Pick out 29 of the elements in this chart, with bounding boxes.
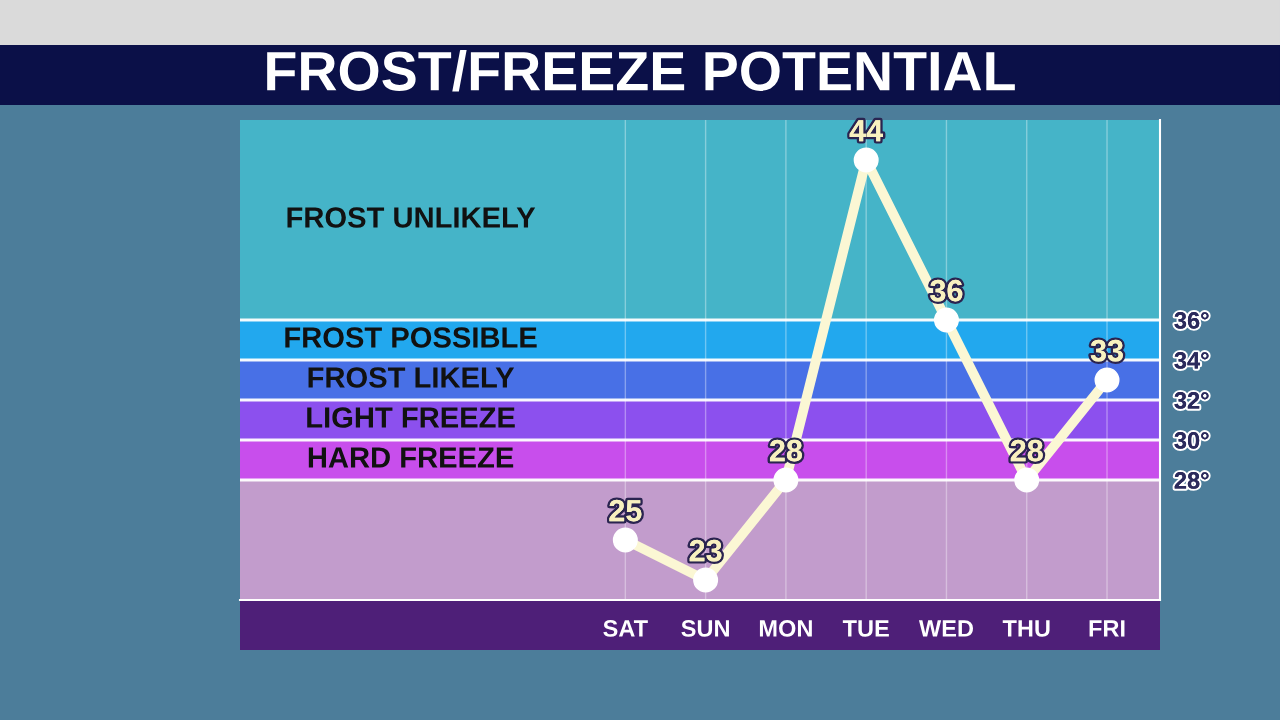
x-tick-label: SUN (681, 620, 729, 637)
x-tick-label: MON (759, 620, 812, 637)
x-tick-label: TUE (842, 620, 889, 637)
data-label: 25 (609, 499, 642, 522)
point (853, 147, 879, 173)
x-tick-label: WED (918, 620, 974, 637)
y-tick-label: 32° (1174, 392, 1209, 409)
band-label: FROST LIKELY (308, 367, 515, 388)
y-tick-label: 30° (1174, 432, 1209, 449)
x-tick-label: FRI (1089, 620, 1125, 637)
chart-title: FROST/FREEZE POTENTIAL (267, 50, 1015, 92)
data-label: 44 (849, 120, 884, 142)
point (773, 467, 799, 493)
y-tick-label: 34° (1174, 352, 1209, 369)
x-tick-label: THU (1002, 620, 1050, 637)
band-label: FROST POSSIBLE (285, 327, 537, 348)
x-tick-label: SAT (603, 620, 648, 637)
band-label: LIGHT FREEZE (307, 407, 515, 428)
point (933, 307, 959, 333)
band-label: HARD FREEZE (308, 447, 514, 468)
data-label: 23 (689, 539, 722, 562)
point (1094, 367, 1120, 393)
point (612, 527, 638, 553)
point (693, 567, 719, 593)
y-tick-label: 36° (1174, 312, 1209, 329)
y-tick-label: 28° (1174, 472, 1209, 489)
data-label: 33 (1090, 339, 1123, 362)
band-label: FROST UNLIKELY (287, 207, 536, 228)
point (1014, 467, 1040, 493)
